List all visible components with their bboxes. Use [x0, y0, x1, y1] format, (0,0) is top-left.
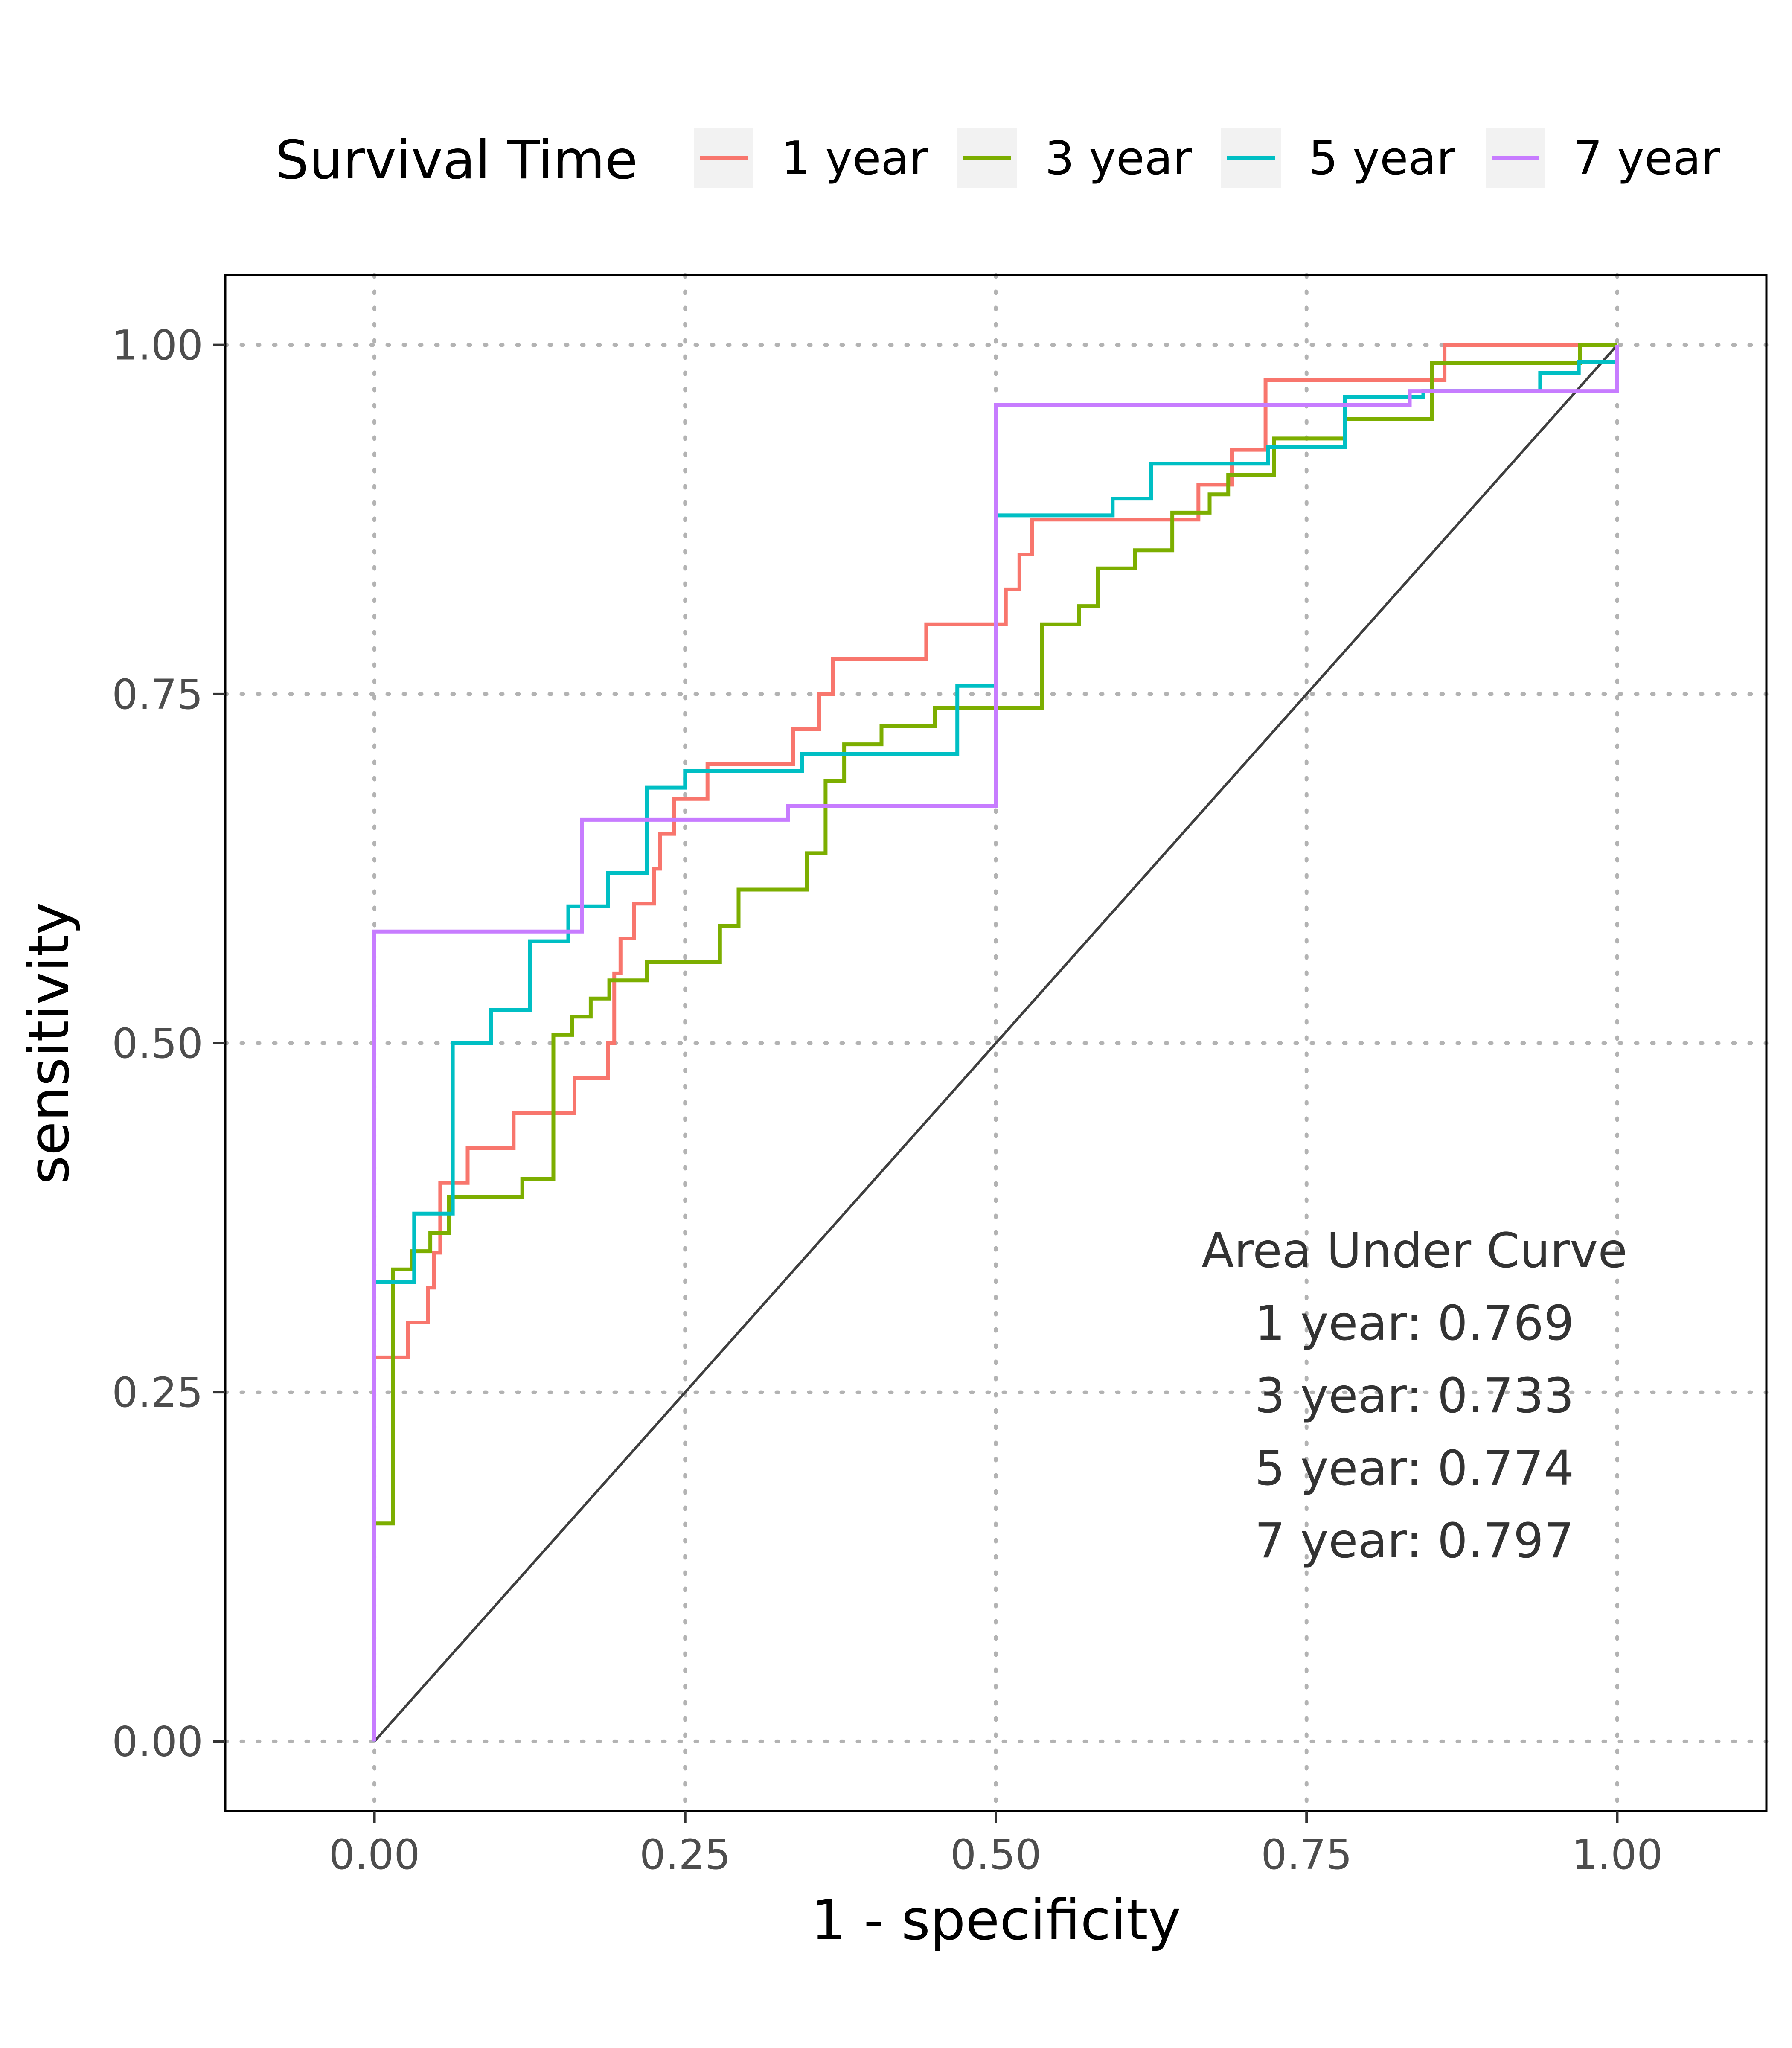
- legend-item-3-year: 3 year: [957, 128, 1192, 188]
- series-line-5-year: [372, 345, 1619, 1742]
- series-line-3-year: [372, 343, 1617, 1742]
- x-tick-label-2: 0.50: [950, 1831, 1041, 1879]
- y-tick-label-0: 0.00: [112, 1718, 203, 1766]
- auc-line-7-year: 7 year: 0.797: [1255, 1513, 1574, 1569]
- series-layer: [372, 343, 1619, 1742]
- x-axis-title: 1 - specificity: [811, 1888, 1181, 1952]
- series-line-7-year: [372, 345, 1619, 1742]
- x-tick-label-4: 1.00: [1572, 1831, 1663, 1879]
- y-tick-label-3: 0.75: [112, 671, 203, 719]
- y-tick-label-4: 1.00: [112, 322, 203, 369]
- auc-line-3-year: 3 year: 0.733: [1255, 1368, 1574, 1424]
- x-tick-label-3: 0.75: [1261, 1831, 1352, 1879]
- legend-label-1-year: 1 year: [781, 132, 928, 185]
- x-axis: 0.00 0.25 0.50 0.75 1.00: [329, 1811, 1663, 1879]
- auc-line-1-year: 1 year: 0.769: [1255, 1296, 1574, 1351]
- auc-title: Area Under Curve: [1201, 1223, 1627, 1279]
- auc-line-5-year: 5 year: 0.774: [1255, 1441, 1574, 1496]
- x-tick-label-1: 0.25: [640, 1831, 731, 1879]
- legend-item-1-year: 1 year: [694, 128, 928, 188]
- y-axis-title: sensitivity: [17, 902, 81, 1184]
- y-tick-label-2: 0.50: [112, 1020, 203, 1068]
- y-tick-label-1: 0.25: [112, 1369, 203, 1417]
- reference-diagonal: [373, 344, 1618, 1743]
- legend-title: Survival Time: [275, 129, 638, 191]
- x-tick-label-0: 0.00: [329, 1831, 420, 1879]
- legend-item-5-year: 5 year: [1221, 128, 1456, 188]
- legend-item-7-year: 7 year: [1486, 128, 1720, 188]
- y-axis: 0.00 0.25 0.50 0.75 1.00: [112, 322, 225, 1766]
- plot-panel: [223, 273, 1769, 1813]
- legend-label-7-year: 7 year: [1573, 132, 1720, 185]
- legend: Survival Time 1 year 3 year 5 year 7 year: [275, 128, 1720, 191]
- legend-label-3-year: 3 year: [1045, 132, 1192, 185]
- auc-annotation: Area Under Curve 1 year: 0.769 3 year: 0…: [1201, 1223, 1627, 1569]
- legend-label-5-year: 5 year: [1309, 132, 1456, 185]
